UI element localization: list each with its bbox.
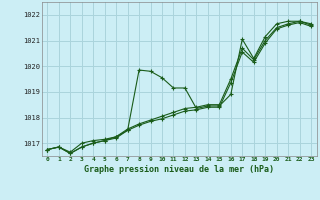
X-axis label: Graphe pression niveau de la mer (hPa): Graphe pression niveau de la mer (hPa) xyxy=(84,165,274,174)
